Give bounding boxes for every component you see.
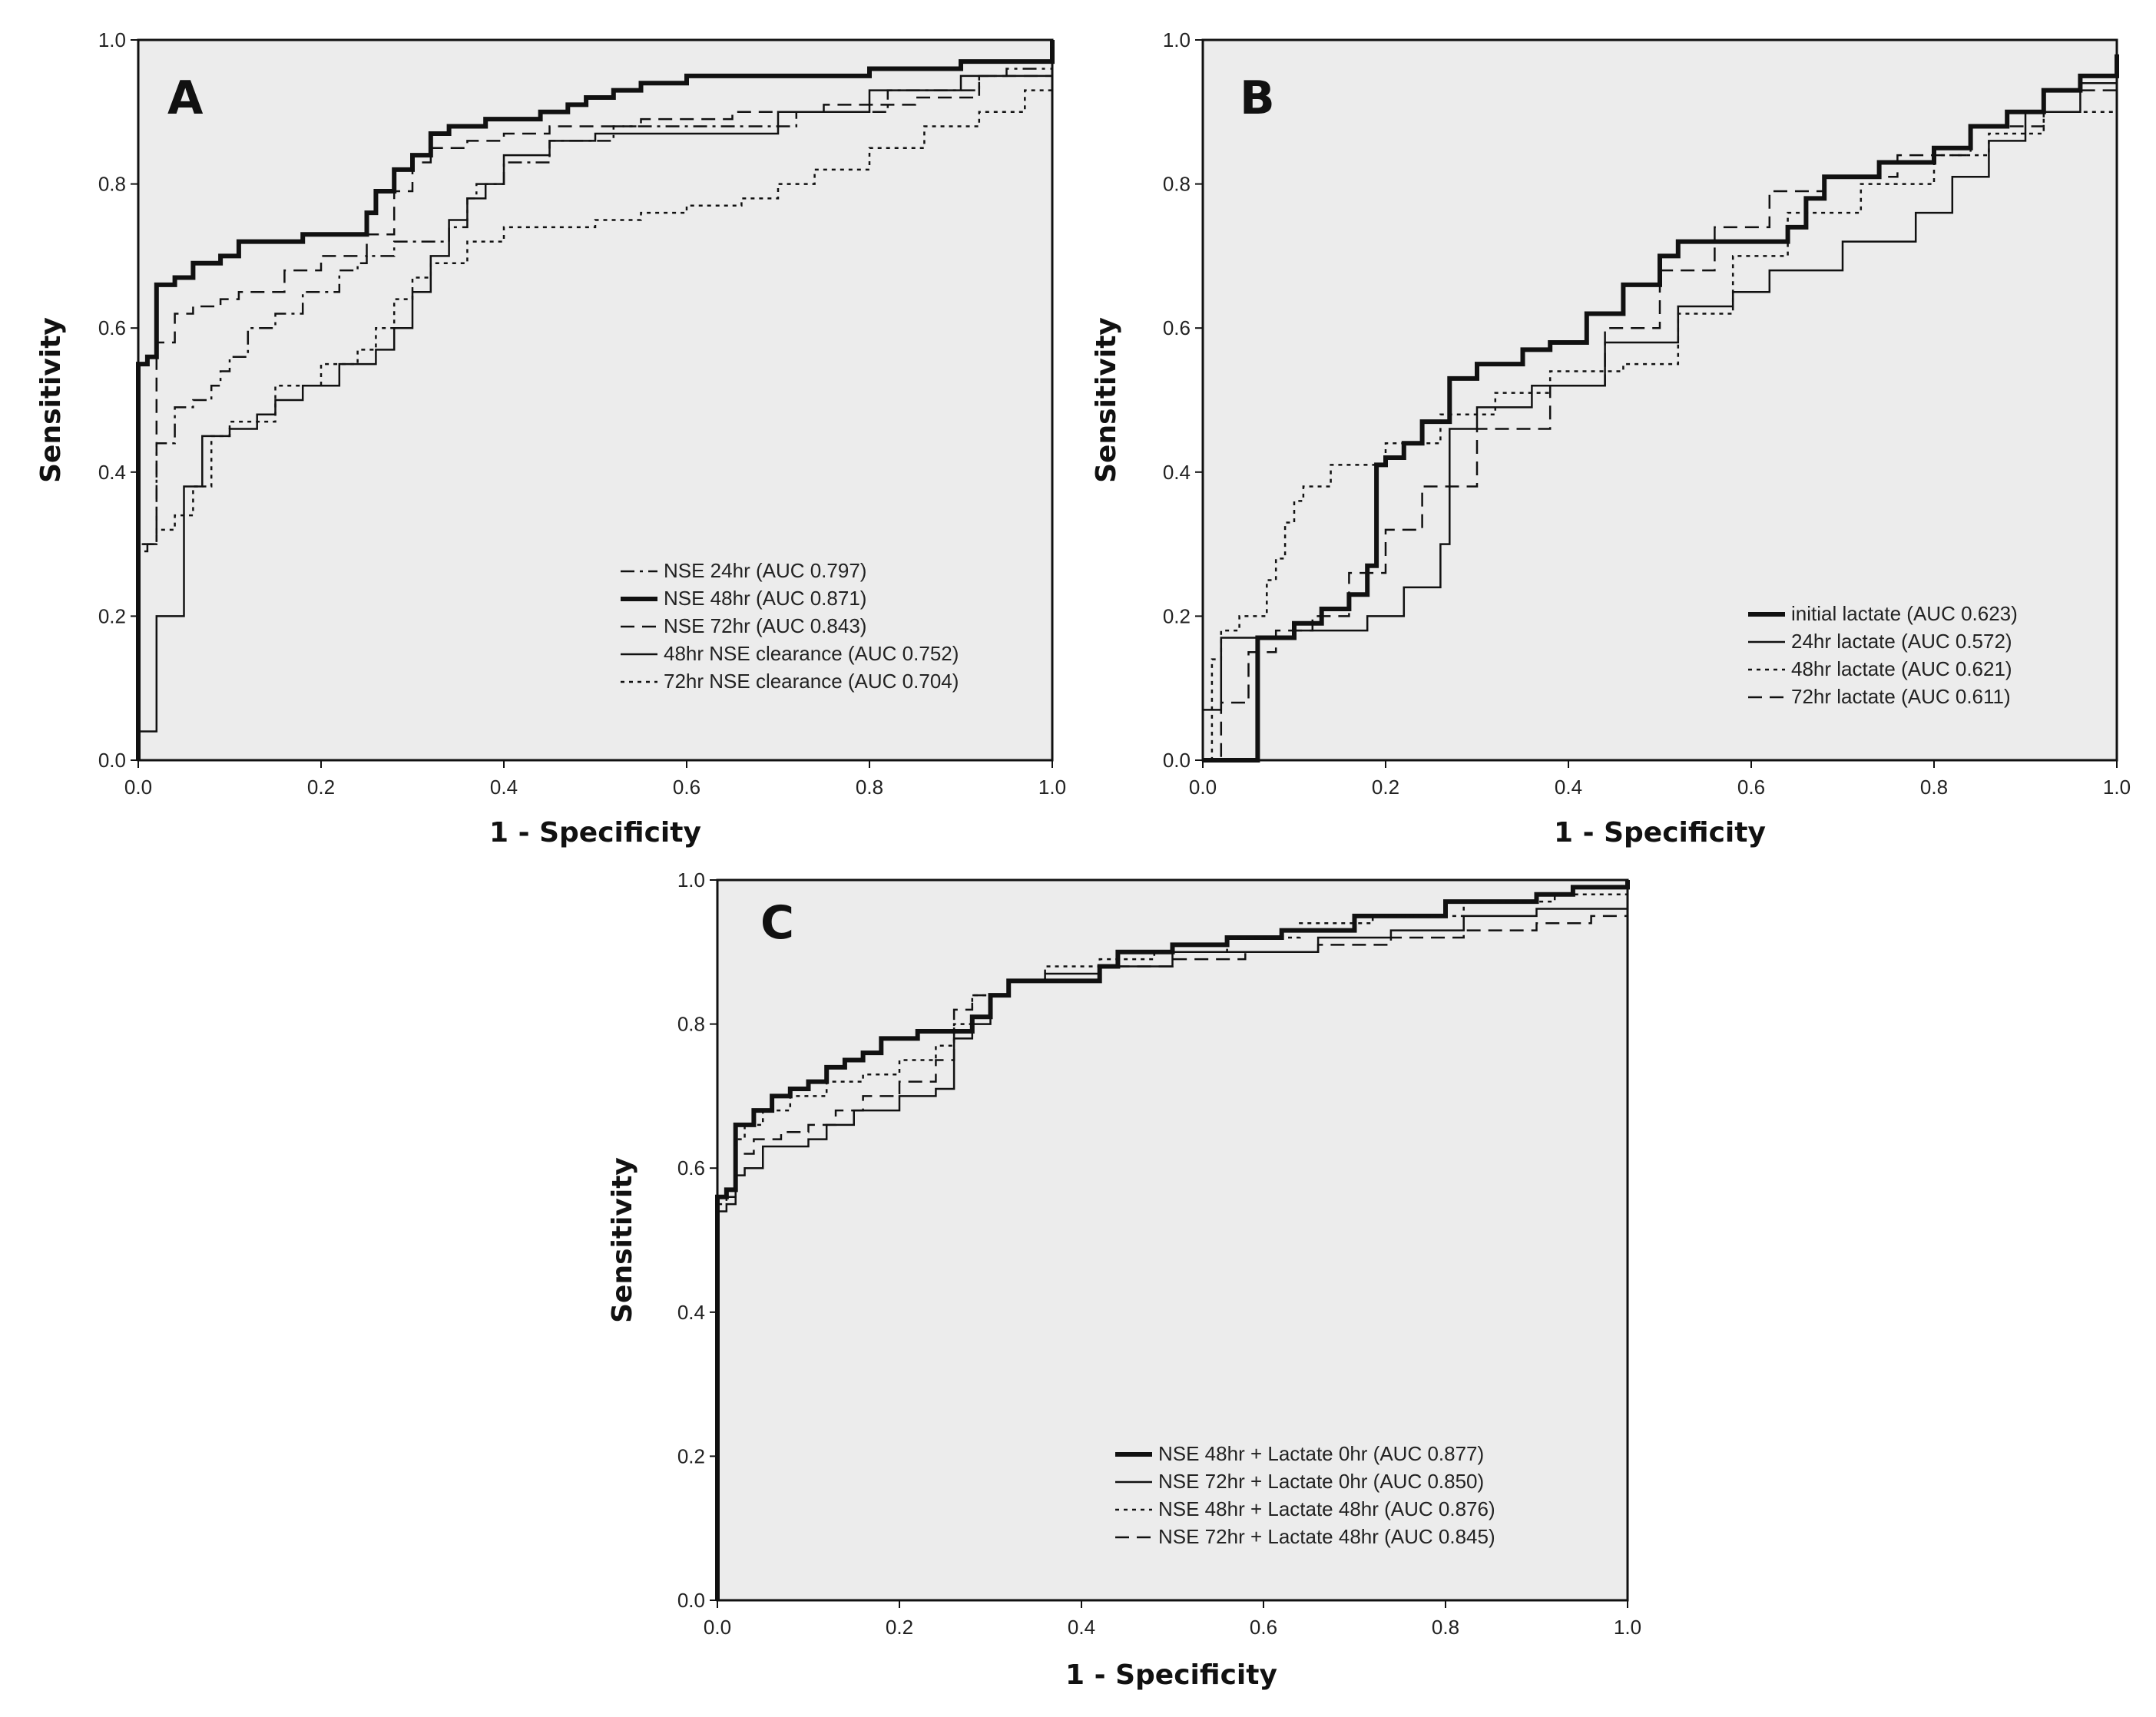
y-tick-label: 0.0 (98, 749, 126, 772)
y-tick-label: 0.4 (98, 461, 126, 484)
panel-c: 0.0 0.2 0.4 0.6 0.8 1.0 0.0 0.2 0.4 0.6 0.8 1.0 C 1… (607, 868, 1641, 1691)
x-tick-label: 0.2 (1372, 776, 1399, 799)
y-tick-label: 0.4 (1163, 461, 1191, 484)
x-axis-title: 1 - Specificity (1554, 817, 1766, 849)
roc-series-line (1201, 54, 2118, 760)
y-axis-title: Sensitivity (1091, 317, 1122, 483)
legend-entry-label: NSE 48hr + Lactate 0hr (AUC 0.877) (1158, 1442, 1484, 1465)
y-tick-label: 1.0 (677, 868, 705, 892)
legend-entry-label: 48hr lactate (AUC 0.621) (1791, 657, 2012, 680)
x-axis-title: 1 - Specificity (489, 817, 701, 849)
roc-series-line (137, 47, 1054, 760)
legend-entry-label: 72hr NSE clearance (AUC 0.704) (664, 670, 959, 693)
y-tick-label: 0.4 (677, 1301, 705, 1324)
legend-entry-label: 48hr NSE clearance (AUC 0.752) (664, 642, 959, 665)
legend-entry-label: initial lactate (AUC 0.623) (1791, 602, 2018, 625)
panel-a: 0.0 0.2 0.4 0.6 0.8 1.0 0.0 0.2 0.4 0.6 0.8 1.0 A 1… (35, 28, 1066, 849)
x-tick-label: 0.8 (856, 776, 883, 799)
y-tick-label: 0.8 (1163, 173, 1191, 196)
y-axis-title: Sensitivity (35, 317, 67, 483)
x-tick-label: 0.4 (490, 776, 518, 799)
roc-series-line (716, 894, 1629, 1600)
y-tick-label: 0.2 (98, 604, 126, 627)
x-tick-label: 0.2 (886, 1616, 913, 1639)
roc-series-line (716, 902, 1629, 1600)
panel-b: 0.0 0.2 0.4 0.6 0.8 1.0 0.0 0.2 0.4 0.6 0.8 1.0 B 1… (1091, 28, 2131, 849)
x-tick-label: 1.0 (1614, 1616, 1641, 1639)
roc-series-line (137, 40, 1054, 760)
y-tick-label: 0.2 (1163, 604, 1191, 627)
legend-box (1109, 1441, 1622, 1562)
x-tick-label: 0.6 (1737, 776, 1765, 799)
x-tick-label: 0.2 (307, 776, 335, 799)
legend: NSE 48hr + Lactate 0hr (AUC 0.877) NSE 72… (1109, 1441, 1622, 1562)
roc-series-line (1203, 40, 2118, 762)
y-axis-title: Sensitivity (607, 1157, 638, 1323)
x-tick-label: 0.6 (673, 776, 700, 799)
panel-label: C (760, 896, 794, 950)
legend: NSE 24hr (AUC 0.797) NSE 48hr (AUC 0.871)… (614, 557, 1045, 706)
y-tick-label: 0.2 (677, 1444, 705, 1467)
panel-label: B (1240, 71, 1275, 125)
roc-series-line (1203, 68, 2118, 762)
y-tick-label: 0.6 (1163, 316, 1191, 339)
y-tick-label: 0.6 (677, 1156, 705, 1179)
y-tick-label: 1.0 (1163, 28, 1191, 51)
x-tick-label: 0.6 (1250, 1616, 1277, 1639)
x-tick-label: 0.8 (1920, 776, 1948, 799)
x-tick-label: 0.4 (1068, 1616, 1095, 1639)
legend-entry-label: NSE 48hr + Lactate 48hr (AUC 0.876) (1158, 1497, 1495, 1520)
x-axis-title: 1 - Specificity (1065, 1659, 1277, 1691)
roc-series-line (136, 40, 1055, 760)
y-tick-label: 0.8 (98, 173, 126, 196)
y-tick-label: 0.0 (677, 1589, 705, 1612)
x-tick-label: 0.0 (124, 776, 152, 799)
y-tick-label: 0.0 (1163, 749, 1191, 772)
y-tick-label: 0.6 (98, 316, 126, 339)
x-tick-label: 0.8 (1432, 1616, 1459, 1639)
legend-box (614, 557, 1045, 706)
roc-series-line (137, 61, 1054, 760)
legend-box (1742, 600, 2111, 722)
x-tick-label: 1.0 (2103, 776, 2131, 799)
x-tick-label: 0.4 (1555, 776, 1582, 799)
legend-entry-label: NSE 72hr + Lactate 0hr (AUC 0.850) (1158, 1470, 1484, 1493)
x-tick-label: 0.0 (1189, 776, 1217, 799)
legend-entry-label: NSE 72hr + Lactate 48hr (AUC 0.845) (1158, 1525, 1495, 1548)
roc-series-line (716, 887, 1629, 1600)
legend: initial lactate (AUC 0.623) 24hr lactate … (1742, 600, 2111, 722)
roc-series-line (1203, 54, 2119, 763)
legend-entry-label: 24hr lactate (AUC 0.572) (1791, 630, 2012, 653)
legend-entry-label: NSE 48hr (AUC 0.871) (664, 587, 866, 610)
y-tick-label: 1.0 (98, 28, 126, 51)
legend-entry-label: NSE 24hr (AUC 0.797) (664, 559, 866, 582)
y-tick-label: 0.8 (677, 1013, 705, 1036)
legend-entry-label: 72hr lactate (AUC 0.611) (1791, 685, 2011, 708)
panel-label: A (167, 71, 204, 125)
x-tick-label: 1.0 (1038, 776, 1066, 799)
legend-entry-label: NSE 72hr (AUC 0.843) (664, 614, 866, 637)
x-tick-label: 0.0 (704, 1616, 731, 1639)
